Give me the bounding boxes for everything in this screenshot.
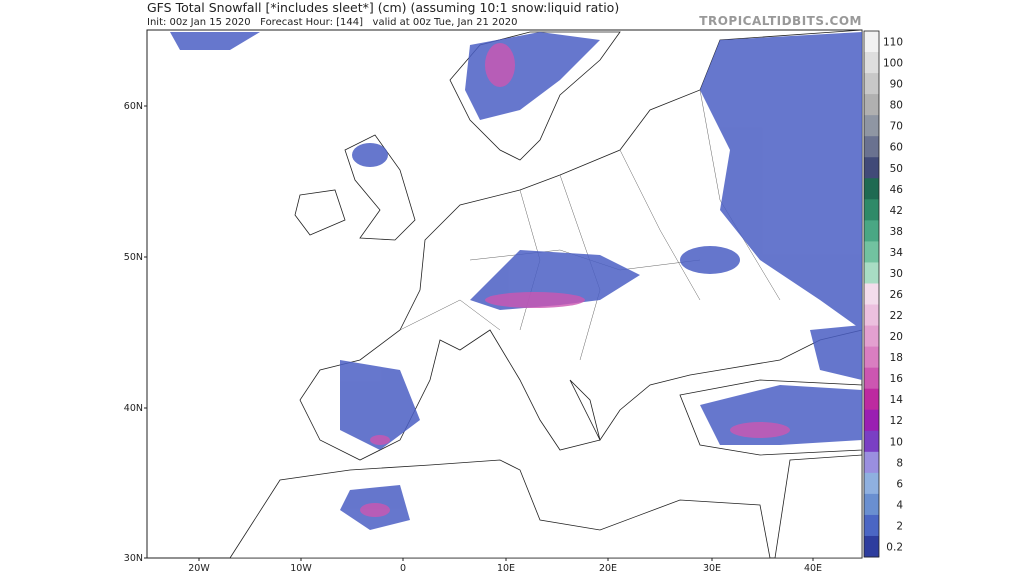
colorbar-swatch xyxy=(864,430,879,453)
lon-label: 30E xyxy=(703,563,721,574)
colorbar-label: 14 xyxy=(890,394,904,406)
lat-label: 40N xyxy=(124,403,143,414)
colorbar-label: 0.2 xyxy=(886,541,903,553)
colorbar-label: 70 xyxy=(890,121,903,133)
colorbar-label: 90 xyxy=(890,79,903,91)
heavy-snow xyxy=(360,43,790,517)
colorbar-swatch xyxy=(864,283,879,306)
colorbar-label: 20 xyxy=(890,331,903,343)
colorbar-swatch xyxy=(864,472,879,495)
colorbar-label: 8 xyxy=(896,457,903,469)
colorbar-label: 34 xyxy=(890,247,904,259)
title: GFS Total Snowfall [*includes sleet*] (c… xyxy=(147,0,619,15)
ireland xyxy=(294,189,346,236)
colorbar-label: 42 xyxy=(890,205,903,217)
africa xyxy=(229,459,771,559)
colorbar-label: 12 xyxy=(890,415,903,427)
axes: 60N 50N 40N 30N 20W 10W 0 10E 20E 30E 40E xyxy=(124,101,822,574)
lat-label: 30N xyxy=(124,553,143,564)
colorbar-swatch xyxy=(864,262,879,284)
colorbar-label: 38 xyxy=(890,226,903,238)
colorbar-label: 60 xyxy=(890,142,903,154)
lon-label: 20W xyxy=(188,563,210,574)
colorbar-label: 50 xyxy=(890,163,903,175)
colorbar-label: 26 xyxy=(890,289,904,301)
colorbar-swatch xyxy=(864,409,879,432)
colorbar-label: 16 xyxy=(890,373,904,385)
colorbar-label: 22 xyxy=(890,310,903,322)
colorbar-label: 2 xyxy=(896,520,903,532)
colorbar-swatch xyxy=(864,94,879,116)
lon-label: 40E xyxy=(804,563,822,574)
colorbar-swatch xyxy=(864,220,879,242)
lat-label: 50N xyxy=(124,252,143,263)
colorbar: 1101009080706050464238343026222018161412… xyxy=(863,30,904,558)
colorbar-label: 46 xyxy=(890,184,904,196)
mainland xyxy=(299,29,863,461)
lon-label: 20E xyxy=(599,563,617,574)
lon-label: 10E xyxy=(497,563,515,574)
colorbar-label: 80 xyxy=(890,100,903,112)
colorbar-swatch xyxy=(864,157,879,179)
colorbar-swatch xyxy=(864,73,879,95)
colorbar-swatch xyxy=(864,535,879,558)
colorbar-label: 100 xyxy=(883,58,903,70)
colorbar-swatch xyxy=(864,31,879,53)
colorbar-label: 4 xyxy=(896,499,903,511)
colorbar-swatch xyxy=(864,199,879,221)
lon-label: 0 xyxy=(400,563,406,574)
colorbar-frame xyxy=(863,30,880,558)
colorbar-label: 10 xyxy=(890,436,903,448)
colorbar-swatch xyxy=(864,451,879,474)
colorbar-swatch xyxy=(864,514,879,537)
source: TROPICALTIDBITS.COM xyxy=(699,14,862,28)
colorbar-swatch xyxy=(864,304,879,327)
colorbar-swatch xyxy=(864,115,879,137)
arabia xyxy=(774,454,863,559)
lon-label: 10W xyxy=(290,563,312,574)
lat-label: 60N xyxy=(124,101,143,112)
subtitle: Init: 00z Jan 15 2020 Forecast Hour: [14… xyxy=(147,17,517,28)
colorbar-label: 110 xyxy=(883,37,903,49)
colorbar-swatch xyxy=(864,136,879,158)
colorbar-label: 18 xyxy=(890,352,903,364)
colorbar-swatch xyxy=(864,388,879,411)
colorbar-swatch xyxy=(864,241,879,263)
colorbar-label: 30 xyxy=(890,268,903,280)
colorbar-swatch xyxy=(864,346,879,369)
colorbar-swatch xyxy=(864,493,879,516)
colorbar-swatch xyxy=(864,325,879,348)
colorbar-swatch xyxy=(864,367,879,390)
colorbar-swatch xyxy=(864,178,879,200)
colorbar-swatch xyxy=(864,52,879,74)
map xyxy=(146,29,863,559)
colorbar-label: 6 xyxy=(896,478,903,490)
